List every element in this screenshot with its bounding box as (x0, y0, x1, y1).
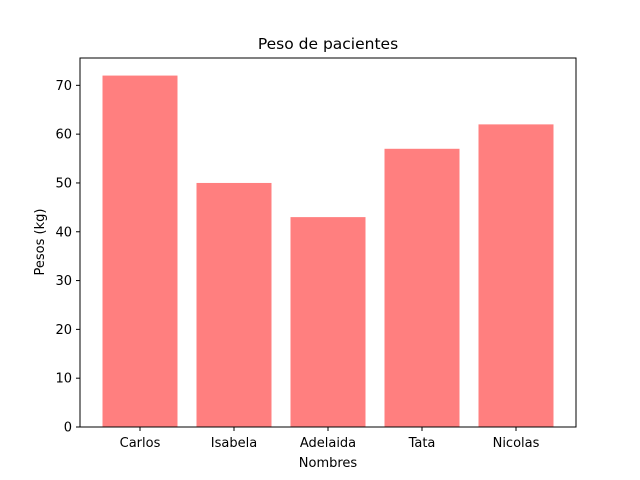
y-axis-label: Pesos (kg) (33, 209, 48, 276)
x-tick-label: Carlos (120, 436, 161, 451)
x-axis: Carlos Isabela Adelaida Tata Nicolas (120, 427, 540, 451)
bar-tata (384, 148, 460, 428)
bar-carlos (102, 75, 178, 428)
x-tick-label: Adelaida (300, 436, 356, 451)
y-tick-label: 30 (55, 274, 72, 289)
y-tick-label: 50 (55, 176, 72, 191)
y-tick-label: 0 (64, 421, 72, 436)
bar-isabela (196, 182, 272, 427)
y-axis: 0 10 20 30 40 50 60 70 (55, 79, 80, 436)
chart-title: Peso de pacientes (258, 35, 398, 53)
x-tick-label: Isabela (211, 436, 257, 451)
x-axis-label: Nombres (299, 456, 358, 471)
y-tick-label: 60 (55, 128, 72, 143)
x-tick-label: Nicolas (493, 436, 540, 451)
plot-frame (79, 57, 577, 428)
bar-adelaida (290, 217, 366, 427)
y-tick-label: 10 (55, 372, 72, 387)
y-tick-label: 20 (55, 323, 72, 338)
bar-nicolas (478, 124, 554, 427)
y-tick-label: 70 (55, 79, 72, 94)
bars-group (102, 75, 554, 428)
x-tick-label: Tata (408, 436, 436, 451)
y-tick-label: 40 (55, 225, 72, 240)
